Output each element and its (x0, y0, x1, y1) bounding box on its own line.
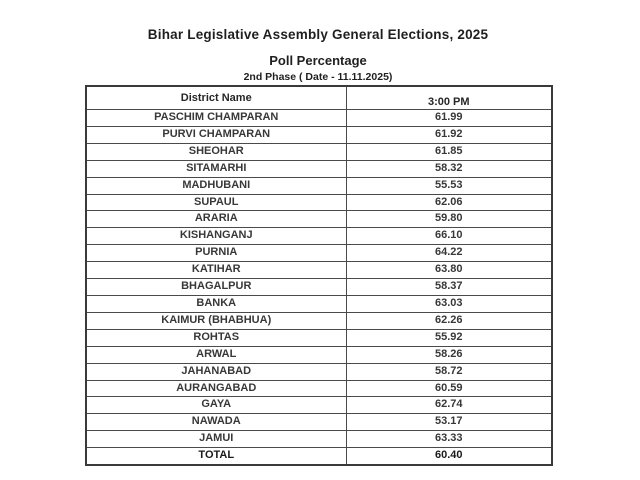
table-row: SITAMARHI 58.32 (85, 159, 553, 178)
total-row: TOTAL 60.40 (85, 447, 553, 466)
table-row: MADHUBANI 55.53 (85, 176, 553, 195)
poll-value-cell: 66.10 (345, 227, 553, 246)
poll-value-cell: 63.80 (345, 261, 553, 280)
time-column-header: 3:00 PM (345, 85, 553, 110)
table-row: PURNIA 64.22 (85, 244, 553, 263)
poll-value-cell: 64.22 (345, 244, 553, 263)
poll-value-cell: 62.26 (345, 311, 553, 330)
district-cell: SUPAUL (85, 193, 347, 212)
table-row: ARARIA 59.80 (85, 210, 553, 229)
poll-value-cell: 61.99 (345, 109, 553, 127)
district-cell: AURANGABAD (85, 379, 347, 398)
page-subtitle: Poll Percentage (269, 53, 367, 68)
poll-value-cell: 61.92 (345, 125, 553, 144)
poll-percentage-table: District Name 3:00 PM PASCHIM CHAMPARAN 6… (85, 85, 553, 467)
poll-value-cell: 55.53 (345, 176, 553, 195)
district-cell: BANKA (85, 294, 347, 313)
poll-percentage-table-wrap: District Name 3:00 PM PASCHIM CHAMPARAN 6… (85, 85, 553, 467)
poll-value-cell: 63.33 (345, 430, 553, 449)
poll-value-cell: 58.72 (345, 362, 553, 381)
table-row: KAIMUR (BHABHUA) 62.26 (85, 311, 553, 330)
table-row: JAMUI 63.33 (85, 430, 553, 449)
district-cell: PURVI CHAMPARAN (85, 125, 347, 144)
table-header-row: District Name 3:00 PM (85, 85, 553, 110)
table-row: ROHTAS 55.92 (85, 328, 553, 347)
district-cell: PASCHIM CHAMPARAN (85, 109, 347, 127)
table-body: PASCHIM CHAMPARAN 61.99 PURVI CHAMPARAN 61.… (85, 109, 553, 466)
district-cell: SHEOHAR (85, 142, 347, 161)
district-cell: KATIHAR (85, 261, 347, 280)
table-row: AURANGABAD 60.59 (85, 379, 553, 398)
district-cell: JAHANABAD (85, 362, 347, 381)
poll-value-cell: 63.03 (345, 294, 553, 313)
table-row: BANKA 63.03 (85, 294, 553, 313)
table-row: KATIHAR 63.80 (85, 261, 553, 280)
table-row: SHEOHAR 61.85 (85, 142, 553, 161)
table-row: ARWAL 58.26 (85, 345, 553, 364)
district-cell: JAMUI (85, 430, 347, 449)
district-cell: SITAMARHI (85, 159, 347, 178)
phase-date-line: 2nd Phase ( Date - 11.11.2025) (243, 71, 393, 83)
poll-value-cell: 60.40 (345, 447, 553, 466)
table-row: PURVI CHAMPARAN 61.92 (85, 125, 553, 144)
district-cell: ARARIA (85, 210, 347, 229)
poll-value-cell: 58.26 (345, 345, 553, 364)
poll-value-cell: 55.92 (345, 328, 553, 347)
poll-value-cell: 53.17 (345, 413, 553, 432)
district-cell: KISHANGANJ (85, 227, 347, 246)
poll-value-cell: 58.37 (345, 278, 553, 296)
poll-value-cell: 62.74 (345, 396, 553, 415)
table-row: NAWADA 53.17 (85, 413, 553, 432)
district-cell: PURNIA (85, 244, 347, 263)
district-cell: KAIMUR (BHABHUA) (85, 311, 347, 330)
report-header: Bihar Legislative Assembly General Elect… (85, 0, 551, 83)
table-row: SUPAUL 62.06 (85, 193, 553, 212)
table-row: KISHANGANJ 66.10 (85, 227, 553, 246)
table-row: PASCHIM CHAMPARAN 61.99 (85, 109, 553, 127)
page-title: Bihar Legislative Assembly General Elect… (147, 27, 489, 42)
district-cell: TOTAL (85, 447, 347, 466)
poll-value-cell: 59.80 (345, 210, 553, 229)
district-cell: BHAGALPUR (85, 278, 347, 296)
district-cell: GAYA (85, 396, 347, 415)
poll-value-cell: 62.06 (345, 193, 553, 212)
district-cell: ARWAL (85, 345, 347, 364)
district-name-header: District Name (85, 85, 347, 110)
district-cell: ROHTAS (85, 328, 347, 347)
poll-value-cell: 61.85 (345, 142, 553, 161)
district-cell: MADHUBANI (85, 176, 347, 195)
table-row: GAYA 62.74 (85, 396, 553, 415)
district-cell: NAWADA (85, 413, 347, 432)
poll-value-cell: 60.59 (345, 379, 553, 398)
poll-value-cell: 58.32 (345, 159, 553, 178)
table-row: BHAGALPUR 58.37 (85, 278, 553, 296)
table-row: JAHANABAD 58.72 (85, 362, 553, 381)
